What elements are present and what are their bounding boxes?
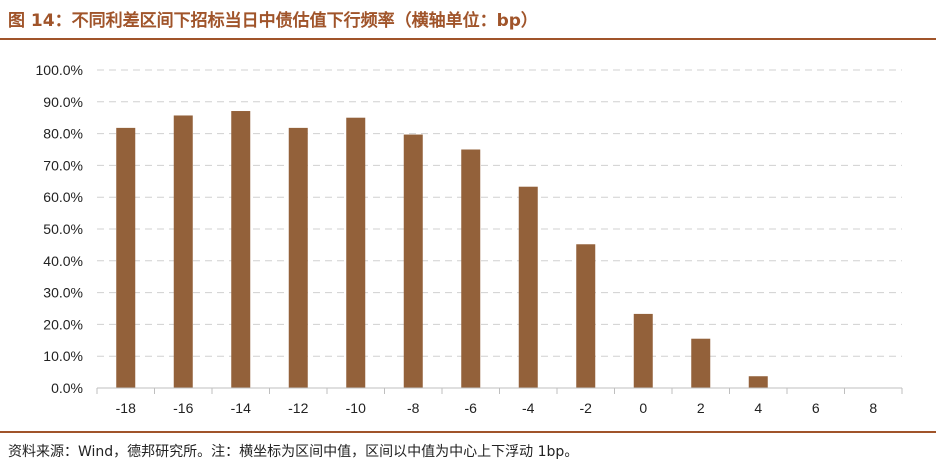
title-divider [0,38,936,40]
bar [403,134,423,388]
y-tick-label: 90.0% [43,94,83,110]
bar [231,111,251,388]
y-tick-label: 80.0% [43,126,83,142]
bar [173,115,193,388]
y-tick-label: 40.0% [43,253,83,269]
y-tick-label: 10.0% [43,348,83,364]
x-axis-ticks: -18 -16 -14 -12 -10 -8 -6 -4 -2 0 2 4 6 8 [116,400,878,416]
x-tick-label: 8 [869,400,877,416]
source-note: 资料来源：Wind，德邦研究所。注：横坐标为区间中值，区间以中值为中心上下浮动 … [8,444,579,460]
x-axis [96,387,903,394]
gridlines [97,69,902,357]
x-tick-label: -16 [173,400,193,416]
x-tick-label: -4 [522,400,535,416]
y-tick-label: 50.0% [43,221,83,237]
bar [116,127,136,388]
bar [748,376,768,388]
bar [518,186,538,388]
x-tick-label: -6 [465,400,478,416]
y-axis-ticks: 0.0% 10.0% 20.0% 30.0% 40.0% 50.0% 60.0% 70.0% 8… [36,62,83,396]
bar [633,313,653,388]
x-tick-label: -10 [346,400,366,416]
bar-chart: 0.0% 10.0% 20.0% 30.0% 40.0% 50.0% 60.0% 70.0% 8… [36,62,903,416]
bar [691,338,711,388]
y-tick-label: 60.0% [43,189,83,205]
bar [576,244,596,388]
figure-title: 图 14：不同利差区间下招标当日中债估值下行频率（横轴单位：bp） [8,11,538,31]
y-tick-label: 70.0% [43,157,83,173]
y-tick-label: 100.0% [36,62,83,78]
x-tick-label: -12 [288,400,308,416]
bars [116,111,768,388]
bar [346,117,366,388]
bar [288,127,308,388]
x-tick-label: -2 [580,400,593,416]
y-tick-label: 20.0% [43,316,83,332]
x-tick-label: -8 [407,400,420,416]
x-tick-label: 6 [812,400,820,416]
x-tick-label: 2 [697,400,705,416]
bar [461,149,481,388]
y-tick-label: 30.0% [43,285,83,301]
y-tick-label: 0.0% [51,380,83,396]
x-tick-label: -14 [231,400,251,416]
source-divider [0,431,936,433]
x-tick-label: -18 [116,400,136,416]
x-tick-label: 4 [754,400,762,416]
x-tick-label: 0 [639,400,647,416]
